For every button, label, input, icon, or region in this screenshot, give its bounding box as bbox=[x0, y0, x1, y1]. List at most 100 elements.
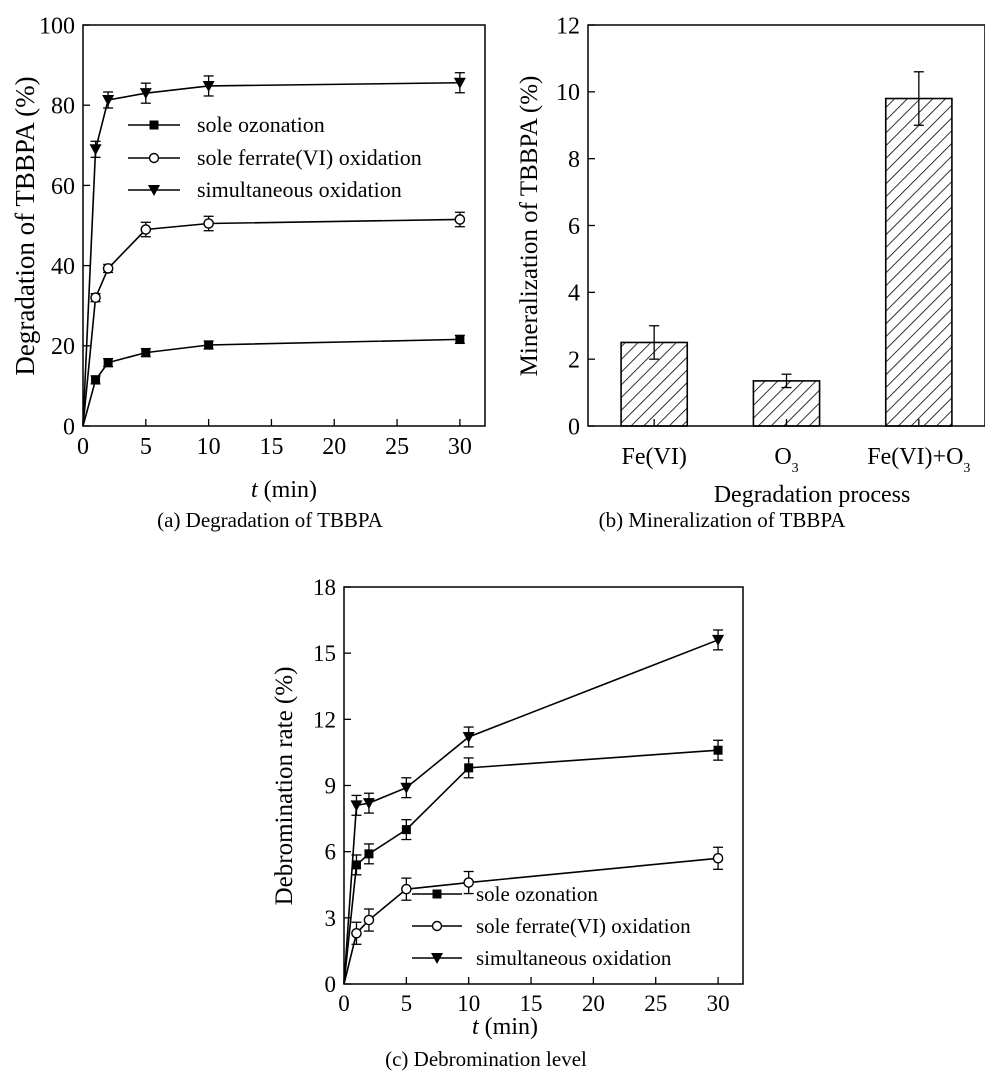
data-point bbox=[453, 77, 466, 89]
data-point bbox=[362, 798, 375, 810]
panel-a-legend-item-simultaneous: simultaneous oxidation bbox=[128, 177, 402, 202]
panel-a-xlabel-unit: (min) bbox=[258, 477, 317, 503]
data-point bbox=[454, 214, 466, 225]
panel-c-legend-label-simultaneous: simultaneous oxidation bbox=[476, 946, 672, 970]
data-point bbox=[401, 825, 411, 835]
x-tick-label: 0 bbox=[338, 991, 350, 1016]
x-tick-label: 10 bbox=[197, 434, 221, 460]
bar-fe-vi bbox=[620, 325, 689, 427]
series-line bbox=[343, 749, 719, 985]
panel-a-legend-label-simultaneous: simultaneous oxidation bbox=[197, 177, 402, 202]
panel-c-legend-item-simultaneous: simultaneous oxidation bbox=[412, 946, 672, 970]
y-tick-label: 80 bbox=[51, 94, 75, 120]
x-tick-label: 30 bbox=[707, 991, 730, 1016]
series-sole-ferrate-vi-oxidation bbox=[343, 846, 724, 985]
series-simultaneous-oxidation bbox=[343, 629, 725, 985]
x-tick-label: 20 bbox=[582, 991, 605, 1016]
y-tick-label: 0 bbox=[568, 414, 580, 440]
panel-c-debromination: 0 5 10 15 20 25 30 0 3 6 9 12 15 18 Debromination rat… bbox=[271, 575, 744, 1071]
error-bar bbox=[781, 373, 792, 389]
data-point bbox=[102, 263, 114, 274]
bar-fe-vi-o3 bbox=[884, 71, 953, 427]
error-bar bbox=[649, 325, 660, 360]
x-tick-label: 20 bbox=[322, 434, 346, 460]
y-tick-label: 0 bbox=[63, 414, 75, 440]
y-tick-label: 12 bbox=[313, 707, 336, 732]
x-tick-label: 25 bbox=[385, 434, 409, 460]
square-marker-icon bbox=[149, 120, 159, 130]
panel-c-xlabel-unit: (min) bbox=[479, 1014, 538, 1040]
series-simultaneous-oxidation bbox=[82, 72, 466, 427]
y-tick-label: 0 bbox=[325, 972, 337, 997]
panel-c-legend-item-ferrate: sole ferrate(VI) oxidation bbox=[412, 914, 691, 938]
y-tick-label: 40 bbox=[51, 254, 75, 280]
data-point bbox=[713, 745, 723, 755]
y-tick-label: 20 bbox=[51, 334, 75, 360]
data-point bbox=[464, 763, 474, 773]
y-tick-label: 100 bbox=[39, 13, 75, 39]
y-tick-label: 3 bbox=[325, 906, 337, 931]
y-tick-label: 2 bbox=[568, 348, 580, 374]
panel-a-xlabel-var: t bbox=[251, 477, 259, 503]
series-line bbox=[82, 338, 460, 427]
data-point bbox=[90, 292, 101, 303]
open-circle-marker-icon bbox=[431, 920, 443, 932]
x-tick-label: 10 bbox=[457, 991, 480, 1016]
data-point bbox=[351, 860, 361, 870]
series-sole-ozonation bbox=[343, 739, 724, 985]
series-line bbox=[82, 218, 460, 427]
series-line bbox=[343, 857, 719, 985]
data-point bbox=[140, 224, 152, 235]
y-tick-label: 12 bbox=[556, 13, 580, 39]
panel-c-xlabel: t (min) bbox=[472, 1014, 538, 1040]
data-point bbox=[455, 334, 465, 344]
square-marker-icon bbox=[432, 889, 442, 899]
y-tick-label: 4 bbox=[568, 281, 580, 307]
panel-c-legend-label-ozonation: sole ozonation bbox=[476, 882, 598, 906]
series-sole-ferrate-vi-oxidation bbox=[82, 211, 466, 427]
data-point bbox=[401, 883, 412, 895]
data-point bbox=[363, 914, 375, 926]
error-bar bbox=[913, 71, 924, 126]
bar-o3 bbox=[752, 373, 821, 427]
data-point bbox=[351, 927, 362, 939]
x-tick-label: 25 bbox=[644, 991, 667, 1016]
x-tick-label: 0 bbox=[77, 434, 89, 460]
panel-a-degradation: 0 5 10 15 20 25 30 0 20 40 60 80 100 Degradation of … bbox=[10, 13, 486, 532]
y-tick-label: 6 bbox=[325, 840, 337, 865]
y-tick-label: 60 bbox=[51, 174, 75, 200]
data-point bbox=[204, 340, 214, 350]
y-tick-label: 9 bbox=[325, 774, 337, 799]
data-point bbox=[141, 348, 151, 358]
panel-a-ylabel: Degradation of TBBPA (%) bbox=[10, 76, 40, 375]
data-point bbox=[102, 94, 115, 106]
x-tick-label: 30 bbox=[448, 434, 472, 460]
data-point bbox=[364, 849, 374, 859]
panel-a-caption: (a) Degradation of TBBPA bbox=[157, 508, 384, 532]
panel-b-caption: (b) Mineralization of TBBPA bbox=[599, 508, 847, 532]
category-label: O3 bbox=[774, 444, 798, 476]
panel-c-caption: (c) Debromination level bbox=[385, 1047, 587, 1071]
data-point bbox=[89, 144, 102, 156]
panel-b-xlabel: Degradation process bbox=[714, 482, 911, 508]
category-label: Fe(VI) bbox=[622, 444, 687, 470]
y-tick-label: 15 bbox=[313, 641, 336, 666]
x-tick-label: 5 bbox=[140, 434, 152, 460]
series-line bbox=[343, 639, 719, 985]
panel-a-legend-label-ferrate: sole ferrate(VI) oxidation bbox=[197, 145, 422, 170]
panel-c-ylabel: Debromination rate (%) bbox=[271, 667, 298, 906]
panel-c-legend-item-ozonation: sole ozonation bbox=[412, 882, 598, 906]
data-point bbox=[712, 634, 725, 646]
panel-c-legend: sole ozonation sole ferrate(VI) oxidatio… bbox=[412, 882, 691, 970]
y-tick-label: 18 bbox=[313, 575, 336, 600]
y-tick-label: 6 bbox=[568, 214, 580, 240]
panel-a-xlabel: t (min) bbox=[251, 477, 317, 503]
series-line bbox=[82, 81, 460, 427]
x-tick-label: 5 bbox=[401, 991, 413, 1016]
panel-c-legend-label-ferrate: sole ferrate(VI) oxidation bbox=[476, 914, 691, 938]
panel-a-legend: sole ozonation sole ferrate(VI) oxidatio… bbox=[128, 112, 422, 202]
data-point bbox=[103, 358, 113, 368]
data-point bbox=[462, 731, 475, 743]
data-point bbox=[139, 88, 152, 100]
